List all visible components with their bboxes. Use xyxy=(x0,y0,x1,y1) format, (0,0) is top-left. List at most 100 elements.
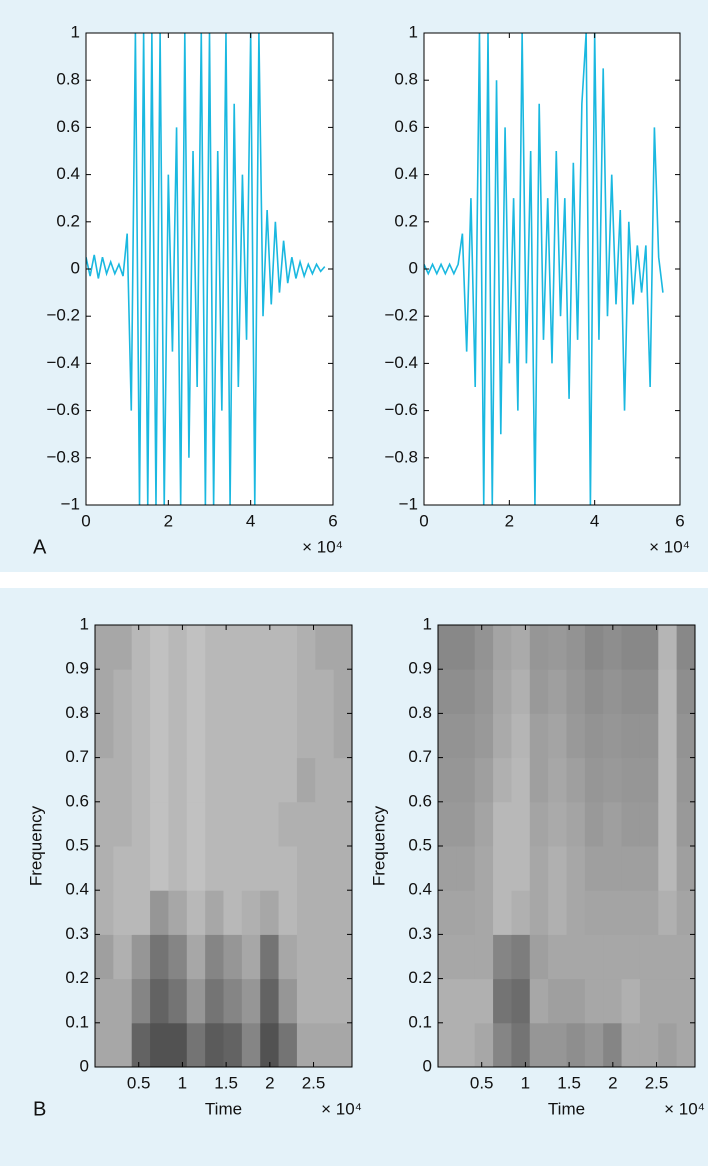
spectrogram-cell xyxy=(150,669,169,714)
spectrogram-cell xyxy=(333,757,353,803)
spectrogram-cell xyxy=(658,978,678,1024)
spectrogram-cell xyxy=(621,757,641,803)
x-axis-label: Time xyxy=(548,1099,585,1118)
spectrogram-cell xyxy=(474,978,494,1024)
spectrogram-cell xyxy=(676,934,696,980)
y-tick-label: −0.4 xyxy=(384,353,418,372)
y-tick-label: 0.6 xyxy=(65,791,89,810)
spectrogram-cell xyxy=(223,978,243,1024)
spectrogram-cell xyxy=(260,1022,280,1068)
x-tick-label: 2.5 xyxy=(645,1073,669,1092)
spectrogram-cell xyxy=(95,890,114,935)
spectrogram-cell xyxy=(241,757,261,803)
spectrogram-cell xyxy=(584,801,604,847)
spectrogram-cell xyxy=(333,1022,353,1068)
spectrogram-cell xyxy=(241,801,261,847)
y-tick-label: 0.7 xyxy=(65,747,89,766)
spectrogram-cell xyxy=(241,1022,261,1068)
y-tick-label: 0.9 xyxy=(65,659,89,678)
spectrogram-cell xyxy=(529,890,549,935)
spectrogram-cell xyxy=(186,625,206,670)
spectrogram-cell xyxy=(438,934,457,980)
x-tick-label: 4 xyxy=(246,511,255,530)
y-tick-label: 0.6 xyxy=(408,791,432,810)
x-tick-label: 6 xyxy=(675,511,684,530)
spectrogram-cell xyxy=(639,978,659,1024)
spectrogram-cell xyxy=(548,890,567,935)
spectrogram-cell xyxy=(584,978,604,1024)
spectrogram-cell xyxy=(186,669,206,714)
spectrogram-cell xyxy=(223,1022,243,1068)
spectrogram-cell xyxy=(566,846,586,891)
spectrogram-cell xyxy=(548,801,567,847)
spectrogram-cell xyxy=(223,625,243,670)
spectrogram-cell xyxy=(333,713,353,759)
spectrogram-cell xyxy=(621,625,641,670)
spectrogram-cell xyxy=(584,757,604,803)
spectrogram-cell xyxy=(493,890,512,935)
y-tick-label: −0.2 xyxy=(46,306,80,325)
spectrogram-cell xyxy=(150,934,169,980)
x-tick-label: 1 xyxy=(178,1073,187,1092)
x-tick-label: 0 xyxy=(81,511,90,530)
spectrogram-cell xyxy=(223,669,243,714)
y-tick-label: 0 xyxy=(423,1056,432,1075)
x-multiplier: × 10⁴ xyxy=(302,537,343,556)
spectrogram-cell xyxy=(603,978,623,1024)
spectrogram-cell xyxy=(658,713,678,759)
spectrogram-cell xyxy=(296,757,316,803)
spectrogram-cell xyxy=(95,1022,114,1068)
spectrogram-cell xyxy=(186,934,206,980)
spectrogram-cell xyxy=(676,625,696,670)
x-tick-label: 0.5 xyxy=(470,1073,494,1092)
y-tick-label: 0.1 xyxy=(408,1012,432,1031)
spectrogram-cell xyxy=(315,890,335,935)
y-tick-label: 0.5 xyxy=(65,835,89,854)
spectrogram-cell xyxy=(474,625,494,670)
spectrogram-cell xyxy=(548,669,567,714)
spectrogram-cell xyxy=(296,890,316,935)
spectrogram-cell xyxy=(639,625,659,670)
spectrogram-cell xyxy=(676,890,696,935)
spectrogram-cell xyxy=(296,625,316,670)
spectrogram-cell xyxy=(296,801,316,847)
y-tick-label: 0.1 xyxy=(65,1012,89,1031)
spectrogram-cell xyxy=(474,890,494,935)
y-tick-label: 0.2 xyxy=(408,968,432,987)
spectrogram-cell xyxy=(548,757,567,803)
spectrogram-cell xyxy=(584,846,604,891)
spectrogram-cell xyxy=(658,801,678,847)
spectrogram-cell xyxy=(150,713,169,759)
spectrogram-cell xyxy=(566,890,586,935)
y-tick-label: 0.8 xyxy=(394,70,418,89)
spectrogram-cell xyxy=(548,846,567,891)
y-tick-label: −1 xyxy=(399,494,418,513)
panel-label: A xyxy=(33,536,47,558)
spectrogram-cell xyxy=(529,713,549,759)
spectrogram-cell xyxy=(113,978,133,1024)
spectrogram-cell xyxy=(529,757,549,803)
spectrogram-cell xyxy=(223,846,243,891)
spectrogram-cell xyxy=(223,757,243,803)
spectrogram-cell xyxy=(241,978,261,1024)
spectrogram-cell xyxy=(584,669,604,714)
spectrogram-cell xyxy=(241,846,261,891)
spectrogram-cell xyxy=(584,1022,604,1068)
x-tick-label: 0.5 xyxy=(127,1073,151,1092)
spectrogram-cell xyxy=(621,978,641,1024)
y-tick-label: 0.9 xyxy=(408,659,432,678)
spectrogram-cell xyxy=(113,669,133,714)
y-tick-label: 1 xyxy=(71,22,80,41)
spectrogram-cell xyxy=(639,890,659,935)
x-multiplier: × 10⁴ xyxy=(321,1099,362,1118)
x-axis-label: Time xyxy=(205,1099,242,1118)
spectrogram-cell xyxy=(315,1022,335,1068)
spectrogram-cell xyxy=(676,713,696,759)
spectrogram-cell xyxy=(676,1022,696,1068)
y-tick-label: 0.7 xyxy=(408,747,432,766)
spectrogram-cell xyxy=(278,1022,298,1068)
spectrogram-cell xyxy=(548,1022,567,1068)
spectrogram-cell xyxy=(131,978,151,1024)
spectrogram-cell xyxy=(315,669,335,714)
spectrogram-cell xyxy=(493,713,512,759)
